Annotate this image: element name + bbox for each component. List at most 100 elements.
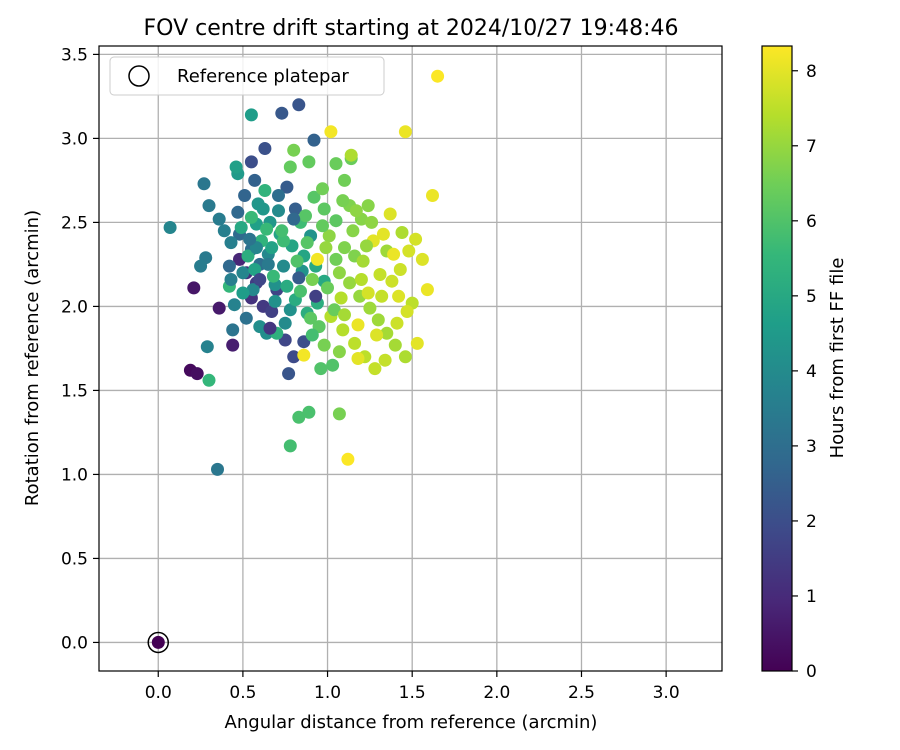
data-point bbox=[302, 405, 316, 419]
data-point bbox=[246, 283, 260, 297]
data-point bbox=[300, 236, 314, 250]
data-point bbox=[338, 241, 351, 255]
y-axis-ticks: 0.0 0.5 1.0 1.5 2.0 2.5 3.0 3.5 bbox=[61, 45, 99, 653]
data-point bbox=[326, 358, 340, 372]
legend: Reference platepar bbox=[109, 56, 385, 96]
data-point bbox=[354, 273, 368, 286]
x-tick-label: 2.0 bbox=[483, 683, 510, 703]
data-point bbox=[304, 311, 318, 325]
data-point bbox=[272, 204, 285, 218]
colorbar-tick-label: 5 bbox=[806, 287, 817, 307]
data-point bbox=[231, 205, 245, 219]
data-point bbox=[277, 234, 290, 248]
data-point bbox=[361, 286, 375, 300]
y-tick-label: 0.0 bbox=[61, 633, 88, 653]
data-point bbox=[211, 462, 224, 476]
data-point bbox=[317, 202, 331, 216]
data-point bbox=[278, 316, 292, 330]
data-point bbox=[319, 241, 333, 255]
data-point bbox=[346, 224, 360, 238]
data-point bbox=[227, 298, 241, 312]
data-point bbox=[290, 254, 304, 268]
data-point bbox=[371, 313, 385, 327]
grid-lines bbox=[99, 46, 722, 671]
data-point bbox=[329, 252, 343, 266]
data-point bbox=[244, 210, 258, 224]
data-point bbox=[241, 249, 255, 263]
data-point bbox=[265, 241, 279, 255]
data-point bbox=[212, 212, 226, 226]
data-point bbox=[365, 215, 379, 229]
colorbar-label: Hours from first FF file bbox=[827, 258, 848, 459]
data-point bbox=[363, 301, 377, 315]
data-point bbox=[398, 125, 412, 139]
data-point bbox=[256, 202, 270, 216]
data-point bbox=[321, 281, 334, 295]
data-point bbox=[393, 263, 407, 276]
data-point bbox=[266, 269, 280, 283]
x-tick-label: 0.5 bbox=[229, 683, 256, 703]
data-point bbox=[351, 318, 365, 332]
data-point bbox=[316, 182, 329, 196]
data-point bbox=[392, 289, 406, 303]
data-point bbox=[263, 321, 277, 335]
plot-frame bbox=[98, 45, 723, 672]
data-point bbox=[236, 266, 250, 280]
data-point bbox=[395, 226, 409, 239]
data-point bbox=[307, 190, 321, 204]
data-point bbox=[258, 142, 272, 155]
data-point bbox=[268, 294, 282, 308]
data-point bbox=[236, 286, 250, 300]
data-point bbox=[258, 184, 272, 197]
colorbar-tick-label: 8 bbox=[806, 62, 817, 82]
data-point bbox=[338, 173, 351, 187]
data-point bbox=[329, 214, 343, 228]
y-tick-label: 1.0 bbox=[61, 465, 88, 485]
data-point bbox=[248, 173, 262, 187]
data-point bbox=[385, 274, 399, 288]
data-point bbox=[390, 316, 404, 330]
data-point bbox=[316, 219, 329, 233]
colorbar-tick-label: 2 bbox=[806, 512, 817, 532]
data-point bbox=[410, 336, 424, 350]
data-point bbox=[310, 252, 324, 266]
data-point bbox=[299, 209, 312, 223]
colorbar-tick-label: 7 bbox=[806, 137, 817, 157]
data-point bbox=[294, 284, 307, 298]
data-point bbox=[324, 125, 338, 139]
data-point bbox=[336, 194, 350, 208]
data-point bbox=[322, 229, 336, 243]
data-point bbox=[253, 273, 267, 286]
data-point bbox=[287, 350, 301, 364]
data-point bbox=[309, 289, 323, 303]
data-point bbox=[349, 204, 363, 218]
y-axis-label: Rotation from reference (arcmin) bbox=[22, 210, 43, 506]
data-point bbox=[420, 283, 434, 297]
data-point bbox=[260, 222, 274, 236]
colorbar bbox=[761, 45, 793, 672]
data-point bbox=[234, 221, 248, 234]
data-point bbox=[197, 177, 211, 191]
legend-box bbox=[109, 56, 385, 96]
colorbar-tick-label: 1 bbox=[806, 587, 817, 607]
data-point bbox=[226, 338, 240, 352]
data-point bbox=[292, 98, 306, 112]
data-point bbox=[431, 69, 445, 83]
data-point bbox=[332, 345, 346, 359]
data-point bbox=[275, 224, 289, 238]
data-point bbox=[202, 373, 216, 387]
y-tick-label: 0.5 bbox=[61, 549, 88, 569]
data-point bbox=[194, 259, 208, 273]
data-point bbox=[368, 362, 382, 376]
data-point bbox=[356, 254, 370, 268]
data-point bbox=[302, 155, 316, 169]
colorbar-tick-label: 3 bbox=[806, 437, 817, 457]
legend-entry: Reference platepar bbox=[177, 66, 349, 87]
scatter-points bbox=[151, 69, 445, 649]
data-point bbox=[344, 148, 358, 162]
data-point bbox=[238, 189, 252, 202]
data-point bbox=[163, 221, 177, 234]
data-point bbox=[212, 301, 226, 315]
data-point bbox=[261, 257, 275, 271]
colorbar-ticks: 0 1 2 3 4 5 6 7 8 bbox=[792, 62, 817, 682]
